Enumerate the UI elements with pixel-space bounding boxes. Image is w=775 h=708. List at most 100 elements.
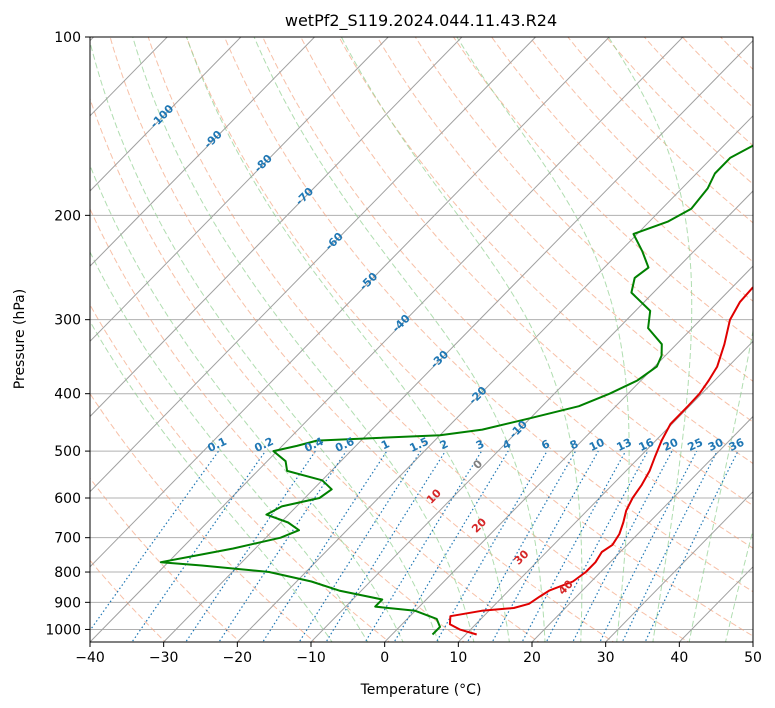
isotherm-line (457, 340, 753, 642)
mixing-ratio-label: 25 (686, 436, 705, 454)
dry-adiabat-line (90, 392, 316, 642)
dry-adiabat-line (567, 37, 753, 224)
mixing-ratio-line (262, 450, 388, 642)
mixing-ratio-line (131, 450, 266, 642)
x-tick-label: −40 (75, 650, 105, 666)
mixing-ratio-line (90, 450, 220, 632)
dry-adiabat-line (376, 37, 753, 423)
y-tick-label: 400 (54, 387, 81, 403)
dry-adiabat-line (90, 477, 241, 642)
moist-adiabat-line (90, 163, 404, 642)
dry-adiabat-line (262, 37, 753, 549)
moist-adiabat-label: 10 (424, 486, 444, 506)
mixing-ratio-label: 13 (615, 436, 634, 454)
isotherm-label: -30 (428, 348, 451, 371)
mixing-ratio-label: 0.2 (252, 435, 275, 455)
y-axis-ticks: 100 200 300 400 500 600 700 800 900 1000 (45, 30, 90, 638)
dewpoint-line (159, 144, 753, 636)
zero-label: 0 (471, 457, 486, 472)
isotherm-line (531, 415, 753, 642)
dry-adiabat-line (223, 37, 753, 593)
mixing-ratio-line (435, 450, 548, 642)
plot-frame (89, 36, 754, 643)
dry-adiabat-line (185, 37, 753, 637)
mixing-ratio-label: 30 (706, 436, 726, 454)
dry-adiabat-line (147, 37, 690, 642)
mixing-ratio-lines (90, 450, 739, 642)
mixing-ratio-label: 4 (501, 437, 514, 452)
isotherm-label: -50 (357, 270, 380, 293)
isotherm-line (604, 490, 753, 642)
mixing-ratio-line (218, 450, 347, 642)
x-tick-label: 50 (744, 650, 762, 666)
dry-adiabat-line (90, 207, 465, 642)
y-tick-label: 600 (54, 491, 81, 507)
x-tick-label: −20 (223, 650, 253, 666)
x-tick-label: −10 (296, 650, 326, 666)
dry-adiabat-line (746, 24, 775, 645)
dry-adiabat-line (90, 97, 540, 642)
mixing-ratio-label: 36 (727, 436, 747, 454)
moist-adiabat-line (688, 328, 753, 642)
isotherm-label: -60 (323, 230, 346, 253)
isotherm-line (310, 190, 753, 642)
dry-adiabats (90, 24, 775, 645)
mixing-ratio-line (621, 450, 718, 642)
dry-adiabat-line (719, 37, 753, 70)
isotherm-line (90, 37, 610, 568)
mixing-ratio-line (298, 450, 422, 642)
x-axis-ticks: −40 −30 −20 −10 0 10 20 30 40 50 (75, 642, 762, 666)
mixing-ratio-line (325, 450, 446, 642)
mixing-ratio-label: 2 (438, 437, 450, 452)
isotherm-label: -20 (466, 384, 489, 407)
y-tick-label: 100 (54, 30, 81, 46)
isotherm-line (90, 37, 316, 267)
dry-adiabat-line (300, 37, 753, 507)
dry-adiabat-line (490, 37, 753, 302)
moist-adiabat-line (725, 528, 753, 642)
mixing-ratio-label: 0.4 (302, 435, 325, 455)
isotherm-line (162, 39, 753, 642)
mixing-ratio-line (521, 450, 627, 642)
mixing-ratio-label: 0.6 (333, 435, 356, 455)
moist-adiabat-line (340, 37, 583, 642)
y-tick-label: 700 (54, 531, 81, 547)
isotherm-label: -80 (252, 152, 275, 175)
y-tick-label: 900 (54, 595, 81, 611)
moist-adiabat-line (90, 320, 333, 642)
isotherm-label: -70 (293, 185, 316, 208)
y-axis-label: Pressure (hPa) (12, 289, 28, 389)
isotherm-label: -90 (201, 128, 224, 151)
mixing-ratio-label: 16 (637, 436, 657, 454)
y-tick-label: 1000 (45, 622, 81, 638)
moist-adiabat-line (608, 37, 693, 642)
mixing-ratio-label: 6 (539, 437, 552, 452)
moist-adiabat-label: 20 (469, 515, 489, 535)
x-tick-label: 20 (523, 650, 541, 666)
moist-adiabat-line (132, 37, 475, 642)
mixing-ratio-label: 10 (587, 436, 607, 454)
isotherm-label: -10 (507, 418, 530, 441)
isotherm-line (90, 37, 684, 642)
dry-adiabat-line (529, 37, 753, 263)
dry-adiabat-line (109, 37, 615, 642)
mixing-ratio-label: 0.1 (206, 435, 229, 455)
mixing-ratio-line (599, 450, 698, 642)
dry-adiabat-line (452, 37, 753, 342)
isotherm-line (90, 37, 537, 493)
isotherm-label: -40 (390, 312, 413, 335)
y-tick-label: 800 (54, 565, 81, 581)
isotherm-line (752, 641, 753, 642)
pressure-grid (90, 37, 753, 630)
mixing-ratio-label: 20 (661, 436, 681, 454)
x-tick-label: 0 (380, 650, 389, 666)
y-tick-label: 200 (54, 208, 81, 224)
x-tick-label: 40 (670, 650, 688, 666)
isotherm-line (90, 37, 389, 343)
dry-adiabat-line (90, 303, 391, 642)
plot-area: -100 -90 -80 -70 -60 -50 -40 -30 -20 -10 10 20 30 40 0… (90, 24, 775, 645)
mixing-ratio-label: 1.5 (408, 435, 431, 455)
moist-adiabat-label: 30 (511, 547, 531, 567)
isotherm-line (90, 37, 463, 418)
isotherm-line (383, 265, 753, 642)
